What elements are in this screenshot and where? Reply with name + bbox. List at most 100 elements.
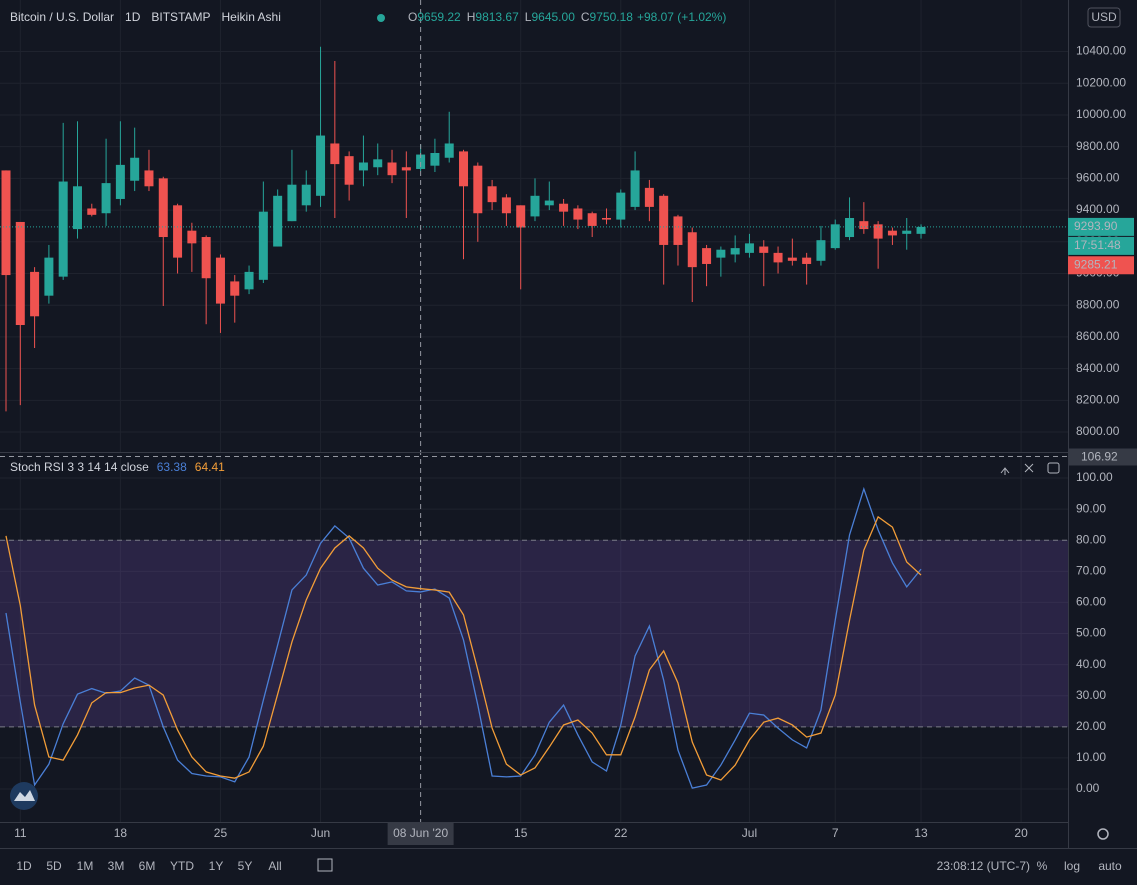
range-button[interactable]: YTD [170,859,194,873]
candle-body [573,208,583,220]
y-tick-label: 9400.00 [1076,202,1120,216]
candle-body [601,217,611,220]
y-tick-label: 90.00 [1076,501,1106,515]
candle-body [859,221,869,230]
move-up-button[interactable] [1000,467,1010,475]
scale-option[interactable]: log [1064,859,1080,873]
crosshair-date-box [387,823,454,845]
indicator-title: Stoch RSI 3 3 14 14 close [10,460,149,474]
candle-body [330,143,340,165]
x-tick-label: Jun [311,826,330,840]
candle-body [387,162,397,176]
candle-body [101,183,111,214]
x-tick-label: 13 [914,826,928,840]
maximize-button[interactable] [1047,462,1060,474]
range-button[interactable]: 6M [139,859,156,873]
ohlc-key: L [525,10,532,24]
scale-option[interactable]: auto [1098,859,1122,873]
x-tick-label: 25 [214,826,228,840]
candle-body [287,184,297,222]
candle-body [787,257,797,261]
candle-body [173,205,183,258]
currency-label: USD [1091,10,1117,24]
candle-body [416,154,426,169]
candle-body [459,151,469,187]
x-tick-label: 7 [832,826,839,840]
ohlc-value: 9659.22 [417,10,461,24]
candle-body [830,224,840,249]
candle-body [15,221,25,326]
y-tick-label: 70.00 [1076,563,1106,577]
prev-price-box [1068,256,1134,275]
range-button[interactable]: 1D [16,859,32,873]
ohlc-legend: O9659.22 H9813.67 L9645.00 C9750.18 +98.07 (… [408,10,726,24]
range-button[interactable]: 1Y [209,859,224,873]
candle-body [616,192,626,220]
y-tick-label: 9600.00 [1076,171,1120,185]
range-button[interactable]: 3M [108,859,125,873]
range-button[interactable]: 5D [46,859,62,873]
y-tick-label: 0.00 [1076,781,1100,795]
candle-body [887,230,897,236]
y-tick-label: 8600.00 [1076,329,1120,343]
ohlc-key: C [581,10,590,24]
candle-body [730,248,740,255]
clock: 23:08:12 (UTC-7) [937,859,1030,873]
grid [0,0,1068,822]
y-tick-label: 9800.00 [1076,139,1120,153]
x-tick-label: 15 [514,826,528,840]
ohlc-value: 9645.00 [531,10,575,24]
crosshair-price-label: 106.92 [1081,450,1118,464]
candle-body [230,281,240,296]
date-range-icon[interactable] [317,858,333,872]
exchange: BITSTAMP [151,10,210,24]
candle-body [530,195,540,217]
x-tick-label: Jul [742,826,757,840]
candle-body [258,211,268,280]
candle-body [773,252,783,263]
y-tick-label: 10400.00 [1076,44,1126,58]
y-tick-label: 50.00 [1076,626,1106,640]
candle-body [916,226,926,234]
ohlc-key: O [408,10,417,24]
chart-style: Heikin Ashi [222,10,281,24]
y-tick-label: 10.00 [1076,750,1106,764]
indicator-value: 64.41 [195,460,225,474]
band [0,540,1068,727]
candle-body [158,178,168,238]
candle-body [87,208,97,215]
chart-header: Bitcoin / U.S. Dollar 1D BITSTAMP Heikin As… [10,10,281,24]
x-tick-label: 20 [1014,826,1028,840]
candle-body [115,164,125,199]
scale-option[interactable]: % [1037,859,1048,873]
candle-body [144,170,154,187]
ohlc-value: 9813.67 [475,10,519,24]
settings-icon[interactable] [1097,828,1109,840]
logo-mark [14,790,35,801]
y-tick-label: 60.00 [1076,595,1106,609]
candle-body [516,205,526,228]
candle-body [30,271,40,317]
range-button[interactable]: All [268,859,281,873]
stoch-line [5,486,922,789]
ohlc-value: 9750.18 [590,10,634,24]
labels: 8000.008200.008400.008600.008800.009000.… [10,7,1137,873]
y-tick-label: 8400.00 [1076,361,1120,375]
close-button[interactable] [1024,463,1034,473]
stoch-line [5,515,922,781]
candle-body [902,230,912,234]
candle-body [716,249,726,258]
candle-body [630,170,640,207]
y-tick-label: 8800.00 [1076,297,1120,311]
countdown-box [1068,236,1134,255]
candle-body [544,200,554,206]
candle-body [644,187,654,207]
candle-body [430,152,440,166]
range-button[interactable]: 5Y [238,859,253,873]
candle-body [702,248,712,264]
candle-body [559,203,569,212]
range-button[interactable]: 1M [77,859,94,873]
